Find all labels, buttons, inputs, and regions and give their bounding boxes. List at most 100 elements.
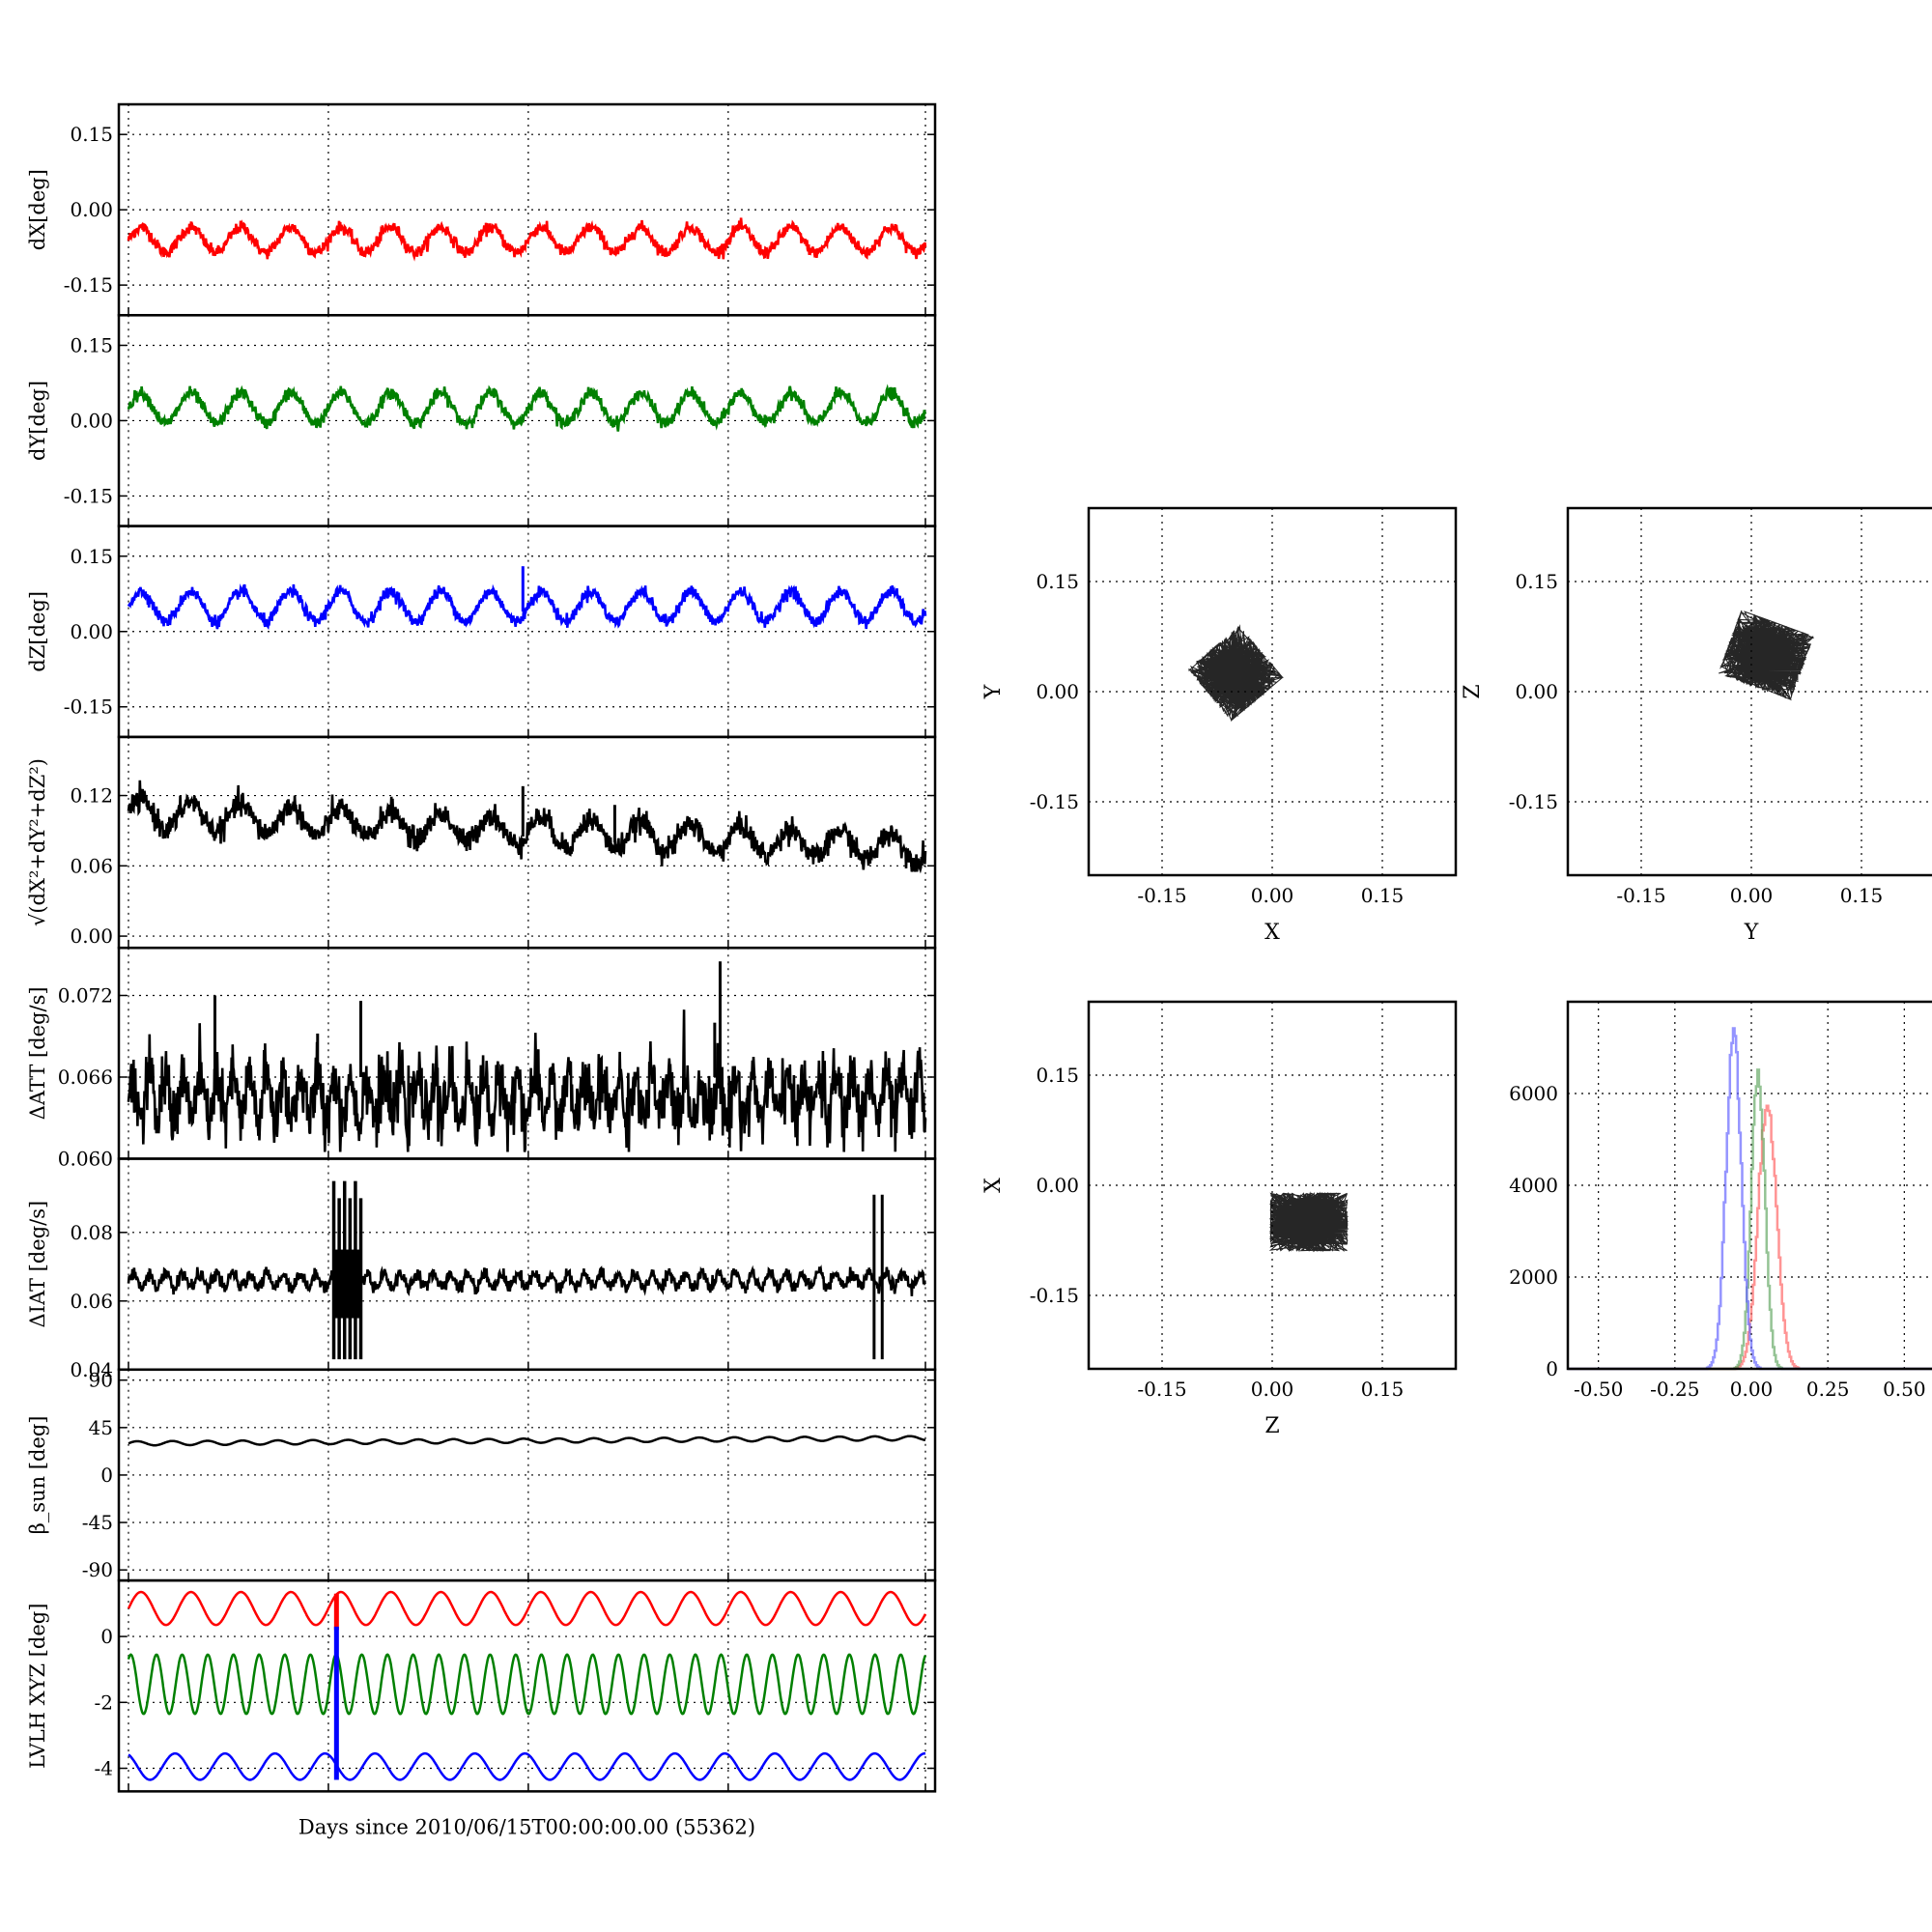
scatter-trace — [1187, 624, 1284, 723]
scatter-panel-XY: -0.15 -0.15 0.00 0.00 0.15 0.15 X Y — [981, 506, 1458, 945]
x-tick-label: 0.00 — [1730, 1378, 1774, 1401]
x-tick-label: -0.50 — [1574, 1378, 1623, 1401]
y-tick-label: -90 — [82, 1558, 113, 1581]
panel-frame — [1087, 1000, 1458, 1371]
y-axis-label: Y — [981, 684, 1006, 699]
x-tick-label: 0.00 — [1251, 884, 1294, 907]
panel-5: 0.072 0.066 0.060 ΔATT [deg/s] — [26, 946, 937, 1171]
y-tick-label: 0 — [100, 1463, 113, 1487]
y-tick-label: 0.066 — [58, 1065, 113, 1089]
panel-frame — [1566, 506, 1932, 877]
x-tick-label: -0.15 — [1137, 884, 1186, 907]
panel-8: 0 -2 -4 LVLH XYZ [deg] Days since 2010/06/15… — [26, 1578, 937, 1838]
x-tick-label: -0.15 — [1137, 1378, 1186, 1401]
y-tick-label: 0.06 — [70, 854, 113, 877]
series-line — [127, 1653, 927, 1716]
y-tick-label: 0.00 — [70, 620, 113, 643]
y-tick-label: -45 — [82, 1511, 113, 1534]
series-line — [127, 582, 927, 631]
panel-4: 0.12 0.06 0.00 √(dX²+dY²+dZ²) — [26, 735, 937, 950]
y-tick-label: 2000 — [1509, 1265, 1558, 1289]
x-tick-label: 0.15 — [1361, 884, 1405, 907]
x-tick-label: 0.25 — [1806, 1378, 1850, 1401]
y-tick-label: 0 — [1546, 1357, 1558, 1380]
x-axis-label: Days since 2010/06/15T00:00:00.00 (55362… — [298, 1815, 755, 1838]
y-tick-label: 0.06 — [70, 1290, 113, 1313]
series-line — [127, 384, 927, 432]
y-tick-label: -0.15 — [1030, 790, 1079, 813]
y-tick-label: 0.00 — [70, 198, 113, 221]
x-tick-label: 0.15 — [1840, 884, 1884, 907]
y-tick-label: 0.15 — [1036, 570, 1079, 593]
spike-block — [333, 1249, 361, 1319]
y-axis-label: ΔIAT [deg/s] — [26, 1201, 49, 1328]
y-tick-label: 45 — [89, 1416, 113, 1439]
x-tick-label: -0.25 — [1650, 1378, 1699, 1401]
histogram-series — [1568, 1027, 1932, 1371]
x-axis-label: X — [1264, 921, 1280, 945]
x-tick-label: 0.00 — [1251, 1378, 1294, 1401]
x-tick-label: 0.00 — [1730, 884, 1774, 907]
series-line — [127, 1590, 927, 1627]
series-line — [127, 780, 927, 874]
y-tick-label: 0 — [100, 1625, 113, 1648]
series-line — [128, 1435, 926, 1447]
y-tick-label: 0.00 — [1515, 680, 1558, 703]
y-tick-label: -0.15 — [1509, 790, 1558, 813]
panel-3: 0.15 0.00 -0.15 dZ[deg] — [26, 525, 937, 739]
panel-frame — [1087, 506, 1458, 877]
y-tick-label: 0.072 — [58, 983, 113, 1007]
series-line — [127, 1264, 927, 1297]
y-tick-label: 0.00 — [70, 409, 113, 432]
scatter-trace — [1268, 1191, 1350, 1253]
y-tick-label: -0.15 — [1030, 1284, 1079, 1307]
y-tick-label: 0.15 — [1036, 1064, 1079, 1087]
y-axis-label: dX[deg] — [26, 169, 49, 250]
y-tick-label: 90 — [89, 1369, 113, 1392]
scatter-panel-ZX: -0.15 -0.15 0.00 0.00 0.15 0.15 Z X — [981, 1000, 1458, 1438]
x-tick-label: 0.15 — [1361, 1378, 1405, 1401]
y-axis-label: dZ[deg] — [26, 591, 49, 672]
panel-frame — [117, 1157, 937, 1372]
y-axis-label: √(dX²+dY²+dZ²) — [26, 758, 49, 926]
y-tick-label: -0.15 — [64, 696, 113, 719]
y-tick-label: -4 — [95, 1757, 113, 1780]
series-line — [127, 217, 927, 262]
y-tick-label: 6000 — [1509, 1082, 1558, 1105]
y-tick-label: 0.04 — [70, 1358, 113, 1381]
y-tick-label: 0.15 — [70, 545, 113, 568]
y-tick-label: 0.15 — [70, 123, 113, 146]
scatter-trace — [1719, 610, 1815, 701]
scatter-panel-YZ: -0.15 -0.15 0.00 0.00 0.15 0.15 Y Z — [1461, 506, 1932, 945]
series-line — [128, 1751, 925, 1781]
y-tick-label: 0.12 — [70, 784, 113, 808]
panel-2: 0.15 0.00 -0.15 dY[deg] — [26, 314, 937, 527]
panel-frame — [117, 1578, 937, 1793]
panel-frame — [1566, 1000, 1932, 1371]
y-tick-label: 0.00 — [1036, 680, 1079, 703]
y-tick-label: -0.15 — [64, 273, 113, 297]
panel-1: 0.15 0.00 -0.15 dX[deg] — [26, 102, 937, 317]
y-axis-label: ΔATT [deg/s] — [26, 986, 49, 1120]
y-tick-label: 0.08 — [70, 1221, 113, 1244]
y-axis-label: LVLH XYZ [deg] — [26, 1604, 49, 1769]
y-axis-label: dY[deg] — [26, 381, 49, 461]
y-axis-label: X — [981, 1178, 1006, 1193]
y-tick-label: -0.15 — [64, 484, 113, 507]
panel-6: 0.08 0.06 0.04 ΔIAT [deg/s] — [26, 1157, 937, 1381]
y-tick-label: 0.00 — [70, 924, 113, 948]
x-axis-label: Z — [1264, 1414, 1279, 1438]
panel-7: 90 45 0 -45 -90 β_sun [deg] — [26, 1368, 937, 1582]
histogram-panel: -0.50 -0.25 0.00 0.25 0.50 6000 4000 2000 0 — [1509, 1000, 1932, 1401]
x-axis-label: Y — [1744, 921, 1759, 945]
y-tick-label: 0.060 — [58, 1148, 113, 1171]
series-line — [127, 1009, 927, 1152]
y-tick-label: 4000 — [1509, 1174, 1558, 1197]
y-axis-label: Z — [1461, 684, 1485, 698]
y-tick-label: -2 — [95, 1690, 113, 1714]
y-axis-label: β_sun [deg] — [26, 1416, 49, 1535]
x-tick-label: -0.15 — [1616, 884, 1665, 907]
y-tick-label: 0.15 — [70, 333, 113, 356]
y-tick-label: 0.15 — [1515, 570, 1558, 593]
